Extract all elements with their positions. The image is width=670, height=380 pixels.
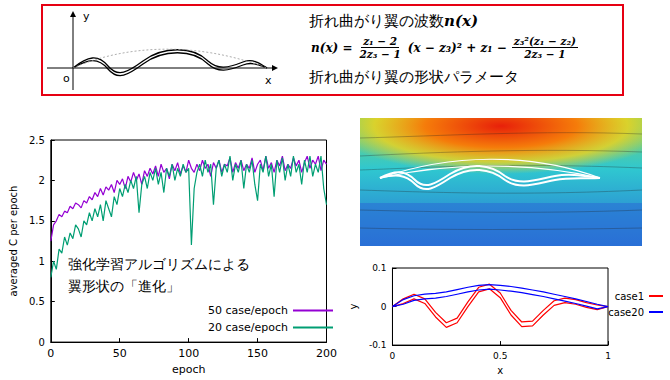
svg-text:翼形状の「進化」: 翼形状の「進化」	[68, 278, 180, 294]
svg-text:強化学習アルゴリズムによる: 強化学習アルゴリズムによる	[68, 256, 250, 272]
svg-text:0.5: 0.5	[29, 296, 45, 307]
svg-text:o: o	[63, 72, 70, 85]
svg-text:epoch: epoch	[172, 363, 206, 376]
svg-text:50 case/epoch: 50 case/epoch	[208, 304, 288, 317]
svg-text:case20: case20	[608, 307, 644, 318]
svg-text:-0.1: -0.1	[369, 340, 387, 350]
svg-text:y: y	[83, 10, 90, 23]
html-text:2z₃ − 1: 2z₃ − 1	[359, 48, 401, 60]
svg-text:averaged C per epoch: averaged C per epoch	[8, 186, 19, 297]
svg-text:0: 0	[390, 351, 396, 361]
svg-text:2: 2	[38, 175, 44, 186]
html-text:z₃²(z₁ − z₂): z₃²(z₁ − z₂)	[513, 35, 577, 47]
svg-text:1: 1	[38, 256, 44, 267]
svg-text:0: 0	[38, 337, 44, 348]
html-text:折れ曲がり翼の形状パラメータ: 折れ曲がり翼の形状パラメータ	[309, 68, 519, 86]
svg-text:y: y	[348, 304, 359, 310]
svg-text:150: 150	[247, 347, 268, 360]
html-text:(x − z₃)² + z₁ −: (x − z₃)² + z₁ −	[407, 40, 507, 55]
svg-text:20 case/epoch: 20 case/epoch	[208, 321, 288, 334]
svg-text:0: 0	[47, 347, 54, 360]
html-text:n(x) =: n(x) =	[311, 40, 353, 55]
svg-text:2.5: 2.5	[29, 135, 45, 146]
svg-text:0: 0	[381, 302, 387, 312]
svg-text:0.1: 0.1	[372, 263, 386, 273]
svg-text:case1: case1	[615, 291, 644, 302]
svg-text:200: 200	[316, 347, 337, 360]
html-text:折れ曲がり翼の波数n(x): 折れ曲がり翼の波数n(x)	[309, 12, 478, 30]
html-text:2z₃ − 1: 2z₃ − 1	[524, 48, 566, 60]
svg-text:x: x	[497, 365, 503, 376]
svg-text:1: 1	[605, 351, 611, 361]
svg-text:x: x	[265, 74, 272, 87]
html-text:z₁ − 2: z₁ − 2	[363, 35, 398, 47]
svg-text:0.5: 0.5	[493, 351, 507, 361]
svg-text:100: 100	[178, 347, 199, 360]
svg-text:1.5: 1.5	[29, 215, 45, 226]
svg-text:50: 50	[113, 347, 127, 360]
